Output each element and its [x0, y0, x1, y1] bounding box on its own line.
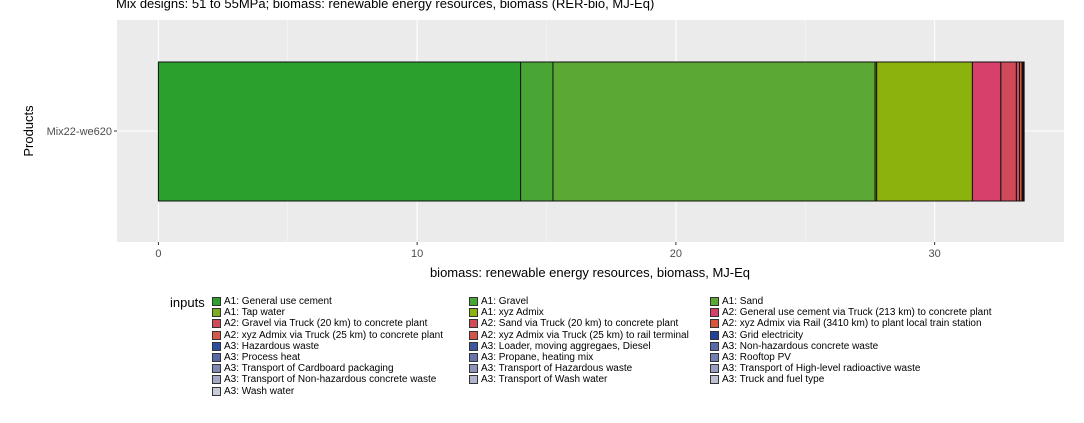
y-axis-label: Products [21, 105, 36, 157]
legend-item: A1: General use cement [212, 296, 332, 307]
legend-label: A3: Grid electricity [722, 329, 804, 341]
legend-label: A2: xyz Admix via Truck (25 km) to rail … [481, 329, 689, 341]
legend-swatch [710, 341, 719, 351]
legend-swatch [469, 297, 478, 306]
legend-item: A3: Non-hazardous concrete waste [710, 341, 878, 352]
legend-swatch [710, 353, 719, 362]
legend-item: A3: Transport of Non-hazardous concrete … [212, 374, 436, 385]
legend-label: A3: Non-hazardous concrete waste [722, 340, 879, 352]
legend-title: inputs [170, 295, 205, 310]
legend-label: A3: Rooftop PV [722, 352, 791, 363]
legend-item: A1: Tap water [212, 307, 285, 318]
legend-label: A3: Hazardous waste [224, 340, 320, 352]
legend-swatch [710, 330, 719, 340]
chart-plot: 0 10 20 30 Mix22-we620 biomass: renewable en… [21, 20, 1064, 280]
x-tick-label: 10 [411, 248, 423, 260]
x-tick-label: 30 [929, 248, 941, 260]
legend-label: A2: xyz Admix via Truck (25 km) to concr… [224, 329, 443, 341]
axes: 0 10 20 30 Mix22-we620 [47, 126, 941, 260]
legend-label: A3: Propane, heating mix [481, 352, 594, 363]
x-tick-label: 0 [155, 248, 161, 260]
legend-item: A2: Sand via Truck (20 km) to concrete p… [469, 318, 678, 329]
legend-item: A2: xyz Admix via Truck (25 km) to rail … [469, 330, 689, 341]
legend-swatch [212, 341, 221, 351]
legend-item: A1: xyz Admix [469, 307, 544, 318]
legend-swatch [469, 319, 478, 329]
legend-item: A2: General use cement via Truck (213 km… [710, 307, 992, 318]
legend-item: A3: Transport of High-level radioactive … [710, 363, 920, 374]
legend-label: A1: Tap water [224, 307, 285, 319]
legend-label: A2: xyz Admix via Rail (3410 km) to plan… [722, 318, 982, 330]
bar-segment [971, 61, 1002, 202]
legend-item: A3: Transport of Hazardous waste [469, 363, 632, 374]
legend-swatch [212, 319, 221, 329]
legend-swatch [710, 308, 719, 318]
legend-item: A2: Gravel via Truck (20 km) to concrete… [212, 318, 427, 329]
legend-label: A3: Transport of Cardboard packaging [224, 363, 394, 375]
bar-segments [157, 61, 1025, 202]
bar-segment [520, 61, 554, 202]
legend-label: A1: General use cement [224, 296, 332, 307]
legend-label: A1: Sand [722, 296, 764, 307]
legend-item: A3: Grid electricity [710, 330, 803, 341]
legend-swatch [710, 375, 719, 385]
legend-item: A3: Process heat [212, 352, 300, 363]
bar-segment [552, 61, 876, 202]
legend-label: A3: Transport of Wash water [481, 374, 608, 386]
legend-label: A3: Transport of Hazardous waste [481, 363, 633, 375]
legend-swatch [710, 297, 719, 306]
legend-swatch [212, 297, 221, 306]
legend-swatch [212, 375, 221, 385]
legend-swatch [469, 308, 478, 318]
legend-swatch [710, 319, 719, 329]
legend-label: A1: Gravel [481, 296, 529, 307]
legend-swatch [212, 364, 221, 374]
legend-swatch [469, 375, 478, 385]
legend-swatch [212, 308, 221, 318]
legend-swatch [212, 353, 221, 362]
legend-item: A1: Gravel [469, 296, 528, 307]
legend-item: A3: Transport of Wash water [469, 374, 607, 385]
legend-item: A3: Hazardous waste [212, 341, 319, 352]
legend-swatch [469, 341, 478, 351]
y-tick-label: Mix22-we620 [47, 126, 112, 138]
legend-swatch [710, 364, 719, 374]
legend-item: A2: xyz Admix via Truck (25 km) to concr… [212, 330, 443, 341]
x-axis-label: biomass: renewable energy resources, bio… [430, 265, 750, 280]
legend-label: A3: Transport of High-level radioactive … [722, 363, 921, 375]
legend-label: A2: General use cement via Truck (213 km… [722, 307, 992, 319]
legend-item: A3: Rooftop PV [710, 352, 791, 363]
legend-label: A3: Wash water [224, 385, 295, 397]
legend-item: A3: Loader, moving aggregaes, Diesel [469, 341, 651, 352]
legend-swatch [469, 353, 478, 362]
x-tick-label: 20 [670, 248, 682, 260]
legend-item: A3: Transport of Cardboard packaging [212, 363, 394, 374]
legend-label: A3: Loader, moving aggregaes, Diesel [481, 340, 651, 352]
legend-swatch [469, 330, 478, 340]
legend-label: A1: xyz Admix [481, 307, 544, 319]
legend-item: A2: xyz Admix via Rail (3410 km) to plan… [710, 318, 982, 329]
legend-label: A2: Gravel via Truck (20 km) to concrete… [224, 318, 428, 330]
legend-item: A3: Truck and fuel type [710, 374, 824, 385]
bar-segment [157, 61, 522, 202]
bar-segment [876, 61, 973, 202]
legend-item: A1: Sand [710, 296, 763, 307]
legend-swatch [212, 386, 221, 396]
legend-swatch [469, 364, 478, 374]
chart-title: Mix designs: 51 to 55MPa; biomass: renew… [116, 0, 655, 11]
legend-swatch [212, 330, 221, 340]
legend-label: A2: Sand via Truck (20 km) to concrete p… [481, 318, 679, 330]
legend-item: A3: Propane, heating mix [469, 352, 593, 363]
legend-item: A3: Wash water [212, 386, 294, 397]
legend-label: A3: Transport of Non-hazardous concrete … [224, 374, 437, 386]
legend-label: A3: Truck and fuel type [722, 374, 825, 386]
legend-label: A3: Process heat [224, 352, 301, 363]
bar-segment [1000, 61, 1017, 202]
